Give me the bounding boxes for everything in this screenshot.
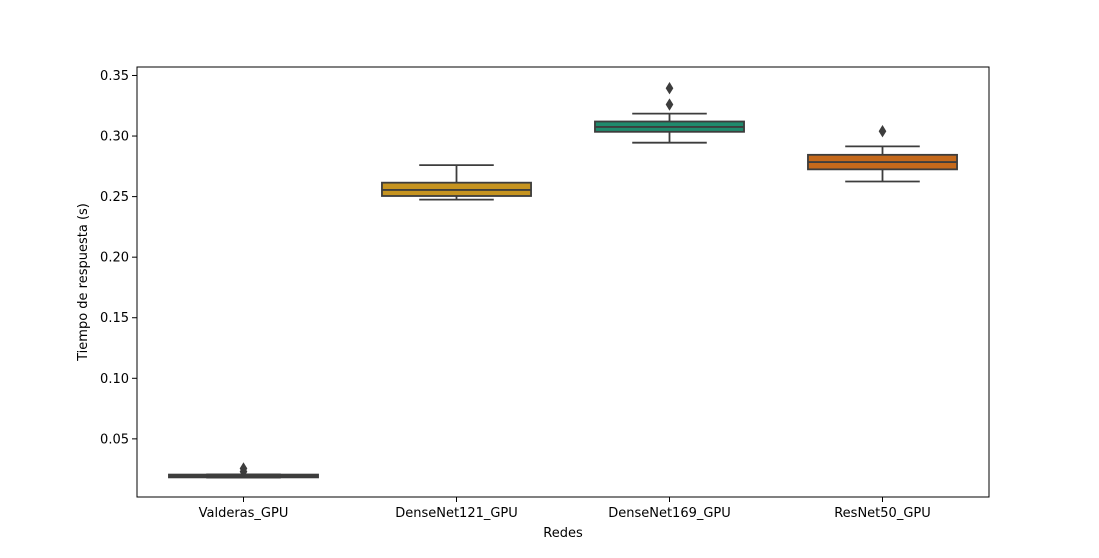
box-group bbox=[594, 81, 745, 144]
x-axis: Valderas_GPU DenseNet121_GPU DenseNet169_G… bbox=[199, 497, 931, 521]
y-axis-label: Tiempo de respuesta (s) bbox=[76, 203, 91, 362]
outlier-point bbox=[665, 98, 674, 111]
outlier-point bbox=[665, 81, 674, 95]
y-axis: 0.05 0.10 0.15 0.20 0.25 0.30 0.35 bbox=[100, 69, 137, 447]
y-tick-label: 0.25 bbox=[100, 190, 129, 205]
x-tick-label: DenseNet121_GPU bbox=[395, 506, 518, 521]
box-group bbox=[381, 164, 532, 201]
outlier-point bbox=[878, 124, 887, 138]
plot-frame bbox=[136, 66, 990, 498]
box-group bbox=[168, 462, 319, 479]
box-group bbox=[807, 124, 958, 183]
x-tick-label: ResNet50_GPU bbox=[834, 506, 931, 521]
y-tick-label: 0.30 bbox=[100, 130, 129, 145]
outlier-point bbox=[239, 462, 248, 475]
y-tick-label: 0.10 bbox=[100, 372, 129, 387]
x-tick-label: Valderas_GPU bbox=[199, 506, 289, 521]
x-axis-label: Redes bbox=[543, 526, 583, 541]
x-tick-label: DenseNet169_GPU bbox=[608, 506, 731, 521]
y-tick-label: 0.15 bbox=[100, 311, 129, 326]
y-tick-label: 0.05 bbox=[100, 432, 129, 447]
plot-area bbox=[168, 81, 958, 479]
y-tick-label: 0.35 bbox=[100, 69, 129, 84]
y-tick-label: 0.20 bbox=[100, 251, 129, 266]
